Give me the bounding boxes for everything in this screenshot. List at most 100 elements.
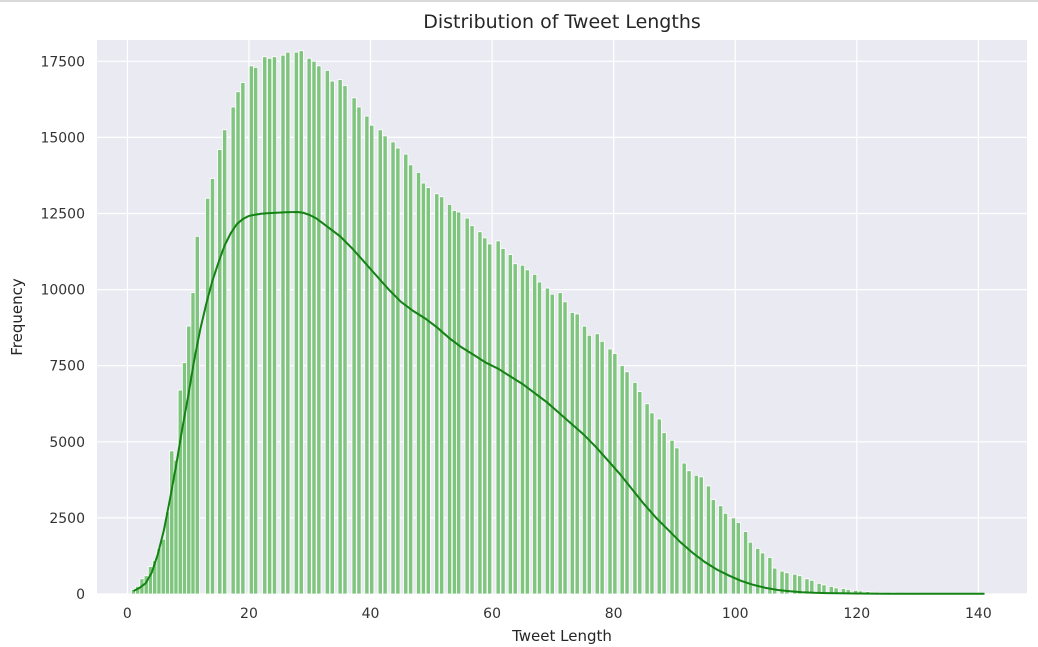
histogram-bar bbox=[797, 575, 803, 595]
histogram-bar bbox=[661, 432, 667, 595]
histogram-bar bbox=[425, 187, 431, 595]
histogram-bar bbox=[316, 65, 322, 595]
histogram-bar bbox=[230, 106, 236, 595]
histogram-bar bbox=[235, 91, 241, 595]
histogram-bar bbox=[293, 51, 299, 595]
histogram-bar bbox=[495, 240, 501, 595]
histogram-bar bbox=[574, 313, 580, 595]
histogram-bar bbox=[804, 578, 810, 595]
histogram-bar bbox=[177, 389, 183, 595]
histogram-bar bbox=[586, 334, 592, 595]
histogram-bar bbox=[181, 362, 188, 595]
histogram-bar bbox=[607, 348, 613, 595]
histogram-bar bbox=[747, 541, 753, 595]
x-tick-label: 0 bbox=[123, 606, 132, 622]
histogram-bar bbox=[718, 505, 724, 595]
histogram-bar bbox=[190, 292, 196, 595]
histogram-bar bbox=[681, 462, 687, 595]
y-tick-label: 2500 bbox=[49, 511, 85, 527]
histogram-bar bbox=[536, 281, 543, 595]
histogram-bar bbox=[686, 470, 692, 595]
histogram-bar bbox=[519, 264, 526, 595]
histogram-bar bbox=[222, 129, 228, 595]
histogram-bar bbox=[209, 178, 216, 595]
histogram-bar bbox=[439, 196, 445, 595]
histogram-bar bbox=[160, 538, 166, 595]
histogram-bar bbox=[735, 522, 741, 595]
histogram-bar bbox=[451, 210, 457, 595]
histogram-bar bbox=[311, 60, 317, 595]
histogram-bar bbox=[594, 333, 600, 595]
histogram-bar bbox=[420, 182, 426, 595]
histogram-bar bbox=[395, 147, 401, 595]
histogram-bar bbox=[669, 439, 675, 595]
x-tick-label: 20 bbox=[240, 606, 258, 622]
y-tick-label: 0 bbox=[76, 587, 85, 603]
histogram-bar bbox=[240, 82, 246, 595]
histogram-bar bbox=[569, 312, 575, 595]
histogram-bar bbox=[248, 65, 254, 595]
histogram-bar bbox=[674, 447, 680, 595]
histogram-bar bbox=[524, 269, 530, 595]
x-tick-label: 120 bbox=[843, 606, 870, 622]
x-tick-label: 40 bbox=[362, 606, 380, 622]
histogram-bar bbox=[637, 391, 643, 595]
x-tick-label: 140 bbox=[965, 606, 992, 622]
histogram-bar bbox=[298, 50, 304, 595]
histogram-bar bbox=[500, 248, 506, 595]
histogram-bar bbox=[512, 263, 518, 595]
y-tick-label: 5000 bbox=[49, 435, 85, 451]
y-tick-label: 17500 bbox=[40, 54, 85, 70]
histogram-bar bbox=[447, 203, 453, 595]
histogram-bar bbox=[743, 531, 749, 595]
histogram-bar bbox=[329, 80, 335, 595]
histogram-bar bbox=[698, 476, 704, 595]
histogram-bar bbox=[324, 70, 330, 595]
histogram-bar bbox=[581, 325, 588, 595]
x-tick-label: 100 bbox=[722, 606, 749, 622]
histogram-bar bbox=[632, 382, 638, 595]
histogram-bar bbox=[730, 517, 736, 595]
histogram-bar bbox=[482, 237, 488, 595]
window-top-border bbox=[0, 0, 1038, 2]
histogram-bar bbox=[656, 418, 662, 595]
histogram-bar bbox=[306, 57, 312, 595]
histogram-bar bbox=[205, 197, 211, 595]
histogram-bar bbox=[816, 582, 822, 595]
histogram-bar bbox=[532, 273, 538, 595]
y-tick-labels: 0 2500 5000 7500 10000 12500 15000 17500 bbox=[40, 54, 85, 603]
histogram-bar bbox=[477, 231, 483, 595]
histogram-bar bbox=[382, 135, 388, 595]
x-axis-label: Tweet Length bbox=[511, 627, 612, 645]
histogram-bar bbox=[173, 459, 179, 595]
x-tick-label: 80 bbox=[605, 606, 623, 622]
histogram-bar bbox=[351, 97, 357, 595]
x-tick-label: 60 bbox=[483, 606, 501, 622]
histogram-bar bbox=[562, 301, 568, 595]
histogram-bar bbox=[253, 66, 259, 595]
y-tick-label: 10000 bbox=[40, 283, 85, 299]
histogram-bar bbox=[792, 573, 798, 595]
histogram-bar bbox=[705, 485, 712, 595]
histogram-bar bbox=[549, 293, 555, 595]
histogram-bar bbox=[285, 51, 291, 595]
histogram-bar bbox=[557, 292, 563, 595]
histogram-bar bbox=[267, 57, 273, 595]
histogram-bar bbox=[416, 172, 422, 595]
histogram-bar bbox=[169, 450, 175, 595]
histogram-bar bbox=[280, 54, 286, 595]
histogram-bar bbox=[217, 149, 223, 595]
histogram-bar bbox=[194, 235, 200, 595]
histogram-bar bbox=[271, 56, 278, 595]
histogram-bar bbox=[342, 85, 348, 595]
histogram-bar bbox=[779, 570, 785, 595]
histogram-bar bbox=[403, 153, 409, 595]
histogram-bar bbox=[710, 499, 716, 595]
histogram-bar bbox=[186, 325, 192, 595]
histogram-bar bbox=[767, 557, 773, 595]
histogram-bar bbox=[693, 474, 699, 595]
chart-title: Distribution of Tweet Lengths bbox=[423, 11, 701, 33]
histogram-bar bbox=[809, 579, 815, 595]
histogram-bar bbox=[507, 254, 513, 595]
